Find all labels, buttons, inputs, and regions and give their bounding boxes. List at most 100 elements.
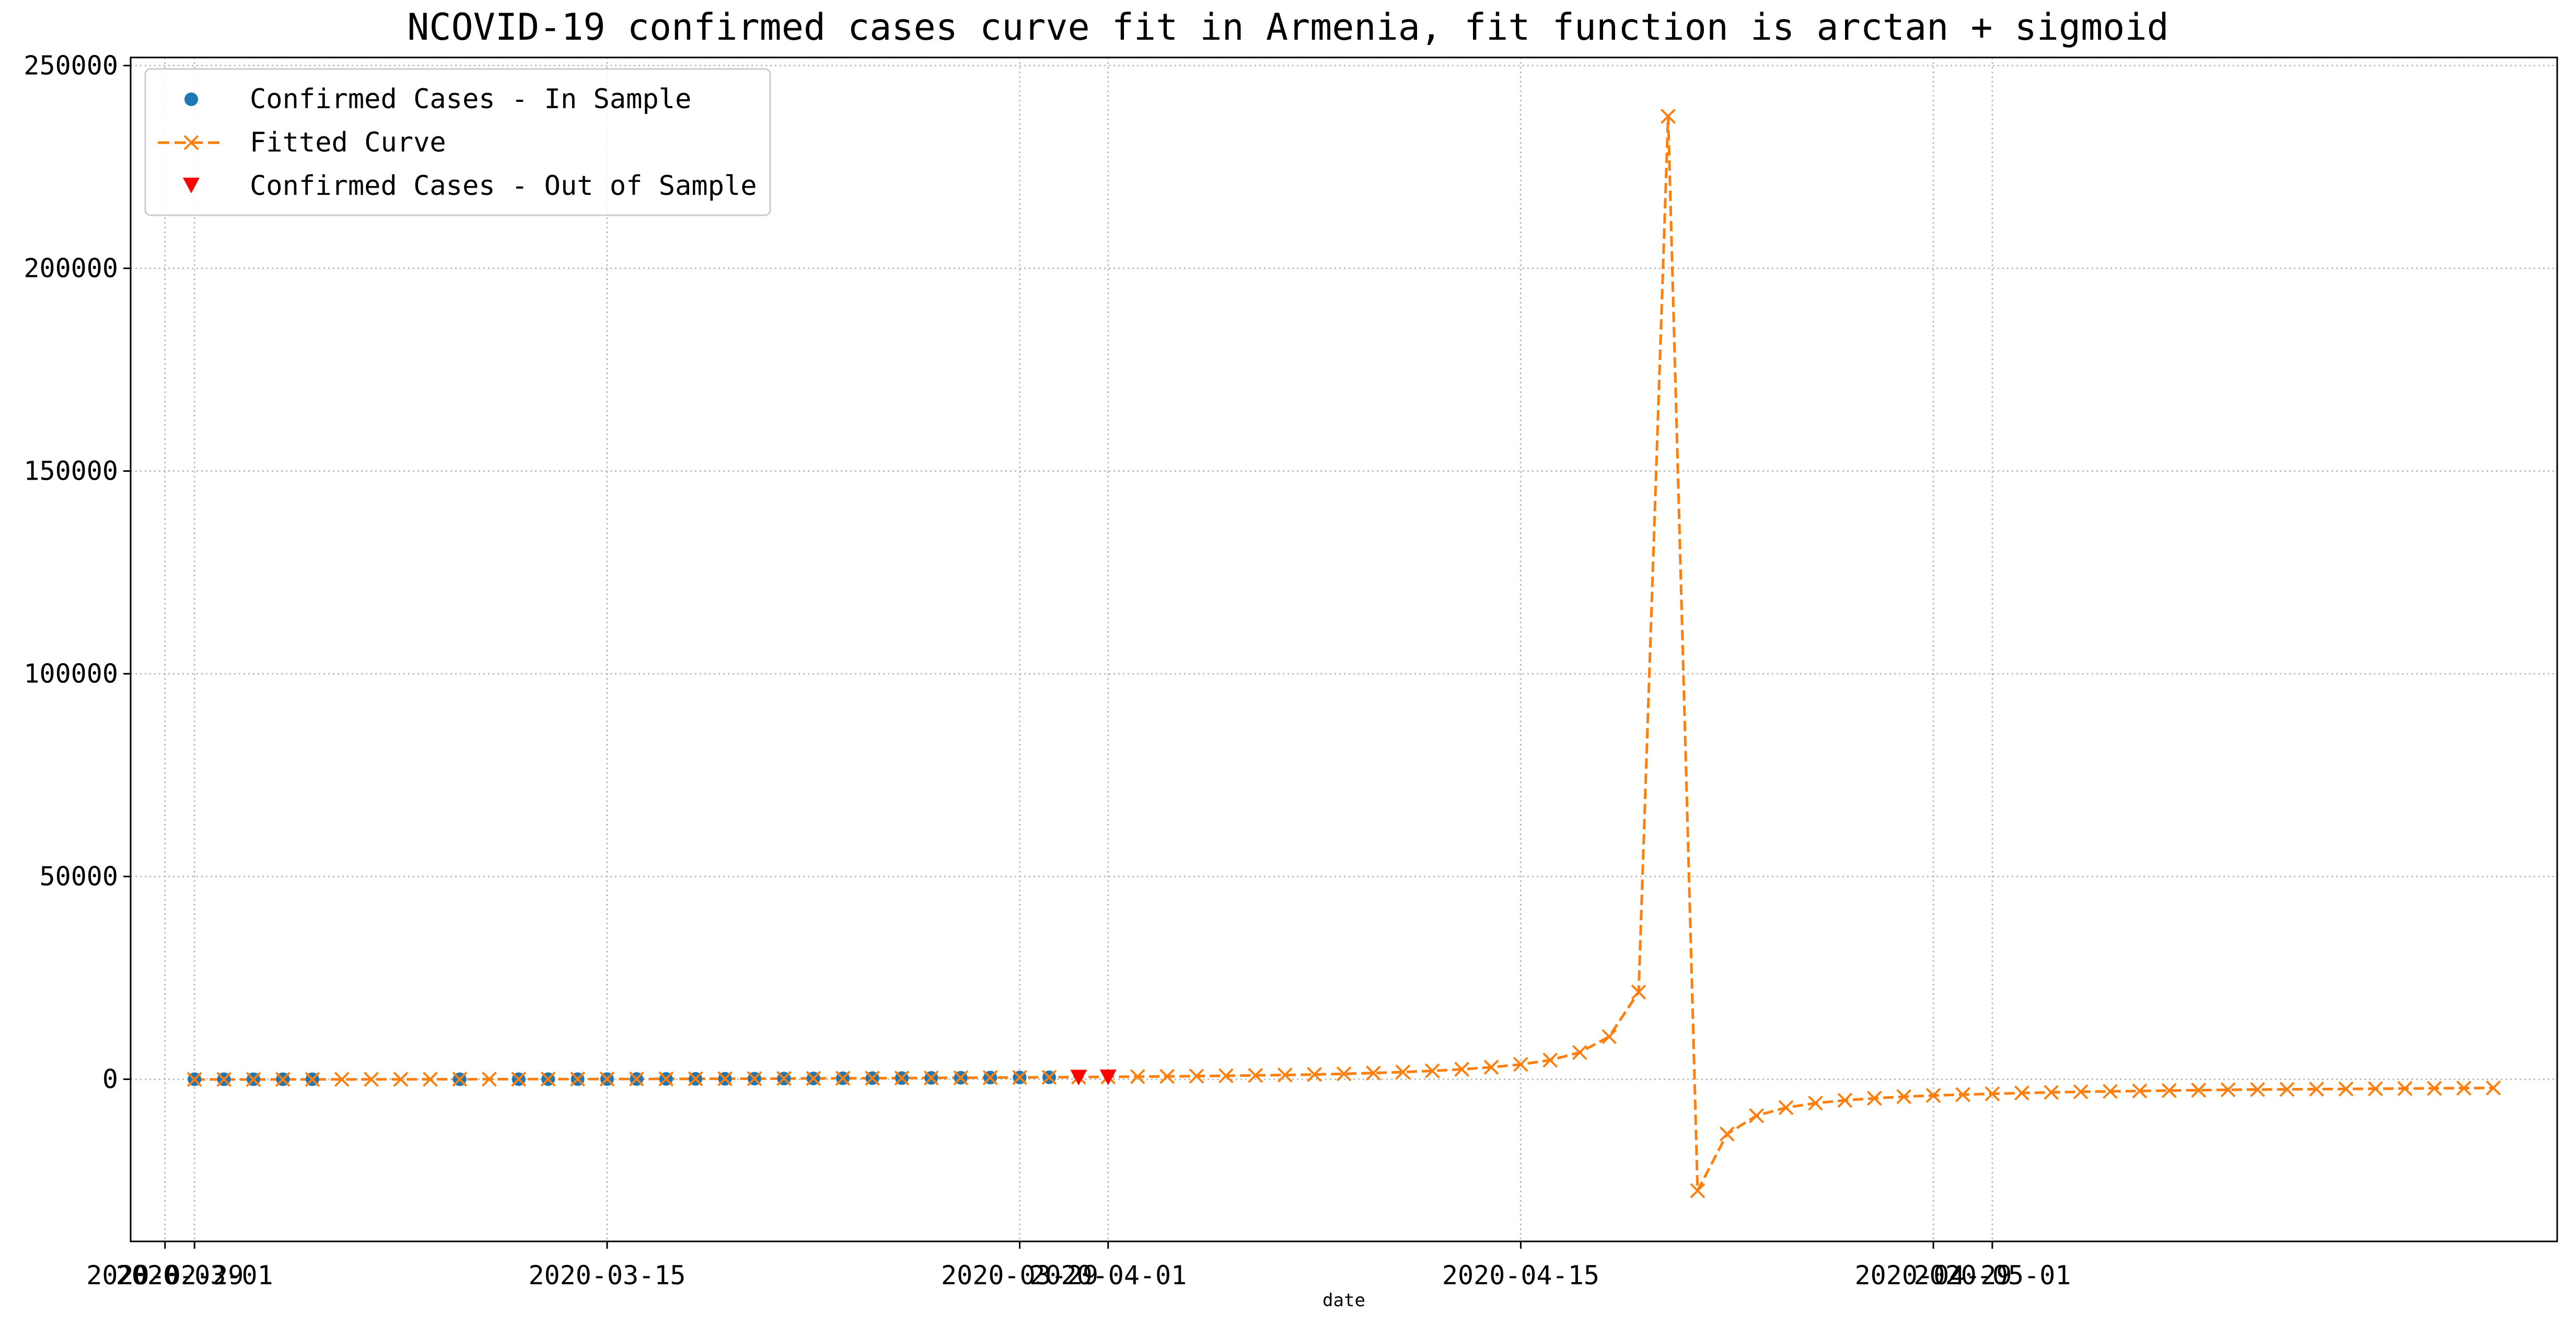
y-tick-label: 250000 xyxy=(24,51,118,81)
fitted-point xyxy=(540,1071,556,1087)
fitted-point xyxy=(1602,1029,1617,1044)
fitted-point xyxy=(1661,109,1676,124)
legend-label-fitted: Fitted Curve xyxy=(250,127,446,158)
legend: Confirmed Cases - In Sample Fitted Curve… xyxy=(144,68,771,216)
fitted-point xyxy=(1130,1069,1145,1085)
fitted-point xyxy=(1483,1060,1499,1075)
fitted-point xyxy=(481,1072,497,1087)
fitted-point xyxy=(1572,1044,1587,1060)
fitted-point xyxy=(629,1071,644,1087)
fitted-point xyxy=(1159,1068,1175,1084)
fitted-point xyxy=(1513,1056,1528,1072)
legend-item-out-of-sample: Confirmed Cases - Out of Sample xyxy=(183,170,757,202)
legend-label-in-sample: Confirmed Cases - In Sample xyxy=(250,84,691,115)
fitted-point xyxy=(1808,1095,1823,1111)
fitted-point xyxy=(1041,1070,1057,1085)
fitted-point xyxy=(2308,1082,2324,1097)
fitted-point xyxy=(423,1072,438,1087)
x-tick-label: 2020-03-01 xyxy=(116,1260,273,1291)
fitted-point xyxy=(806,1071,821,1086)
fitted-point xyxy=(2073,1084,2088,1100)
fitted-point xyxy=(1896,1089,1912,1105)
fitted-point xyxy=(1925,1088,1941,1103)
fitted-point xyxy=(2397,1081,2412,1096)
y-tick-label: 100000 xyxy=(24,659,118,689)
fitted-point xyxy=(865,1071,880,1086)
x-tick-label: 2020-04-01 xyxy=(1029,1260,1187,1291)
fitted-point xyxy=(982,1070,998,1085)
fitted-point xyxy=(1189,1068,1204,1084)
ticks: 2020-03-01 2020-03-15 2020-04-01 2020-04-15… xyxy=(24,51,2071,1291)
fitted-point xyxy=(1307,1067,1322,1082)
fitted-point xyxy=(717,1071,733,1087)
fitted-point xyxy=(1955,1087,1970,1102)
fitted-point xyxy=(1424,1063,1440,1079)
y-tick-label: 50000 xyxy=(39,862,118,892)
fitted-point xyxy=(1985,1086,2000,1101)
fitted-point xyxy=(658,1071,674,1087)
fitted-point xyxy=(1778,1100,1794,1115)
fitted-point xyxy=(364,1072,379,1087)
fitted-point xyxy=(835,1071,851,1086)
fitted-point xyxy=(1837,1092,1853,1108)
fitted-point xyxy=(2338,1081,2354,1097)
fitted-point xyxy=(2044,1085,2059,1100)
fitted-point xyxy=(246,1072,261,1087)
fitted-point xyxy=(305,1072,320,1087)
legend-marker-in-sample xyxy=(184,92,198,106)
x-tick-label: 2020-03-15 xyxy=(528,1260,686,1291)
fitted-point xyxy=(894,1070,910,1086)
out-of-sample-point xyxy=(1099,1070,1117,1086)
x-tick-label: 2020-03-29 xyxy=(941,1260,1098,1291)
fitted-point xyxy=(1336,1066,1352,1082)
fitted-point xyxy=(334,1072,350,1087)
fitted-point xyxy=(1690,1183,1705,1199)
legend-item-fitted: Fitted Curve xyxy=(158,127,446,158)
fitted-point xyxy=(1248,1067,1263,1083)
fitted-point xyxy=(923,1070,939,1086)
legend-box xyxy=(144,68,771,216)
out-of-sample-point xyxy=(1070,1070,1087,1086)
fitted-point xyxy=(1365,1065,1381,1081)
plot-frame xyxy=(130,56,2558,1242)
fitted-point xyxy=(747,1071,762,1086)
legend-marker-fitted xyxy=(183,135,199,150)
x-tick-label: 2020-04-15 xyxy=(1442,1260,1599,1291)
fitted-point xyxy=(216,1072,232,1087)
fitted-point xyxy=(1749,1108,1765,1123)
fitted-point xyxy=(2014,1085,2029,1101)
fitted-point xyxy=(1218,1068,1234,1084)
fitted-point xyxy=(1395,1064,1411,1080)
fitted-point xyxy=(2368,1081,2383,1097)
fitted-point xyxy=(776,1071,792,1086)
fitted-point xyxy=(2427,1080,2442,1096)
legend-marker-out-of-sample xyxy=(183,178,200,193)
fitted-point xyxy=(2191,1083,2207,1098)
fitted-point xyxy=(2161,1083,2177,1098)
y-tick-label: 0 xyxy=(102,1064,118,1095)
x-tick-label: 2020-02-29 xyxy=(86,1260,243,1291)
fitted-point xyxy=(275,1072,291,1087)
fitted-point xyxy=(688,1071,703,1087)
x-tick-label: 2020-04-29 xyxy=(1855,1260,2012,1291)
legend-label-out-of-sample: Confirmed Cases - Out of Sample xyxy=(250,170,757,202)
x-axis-label: date xyxy=(1322,1290,1365,1311)
legend-item-in-sample: Confirmed Cases - In Sample xyxy=(184,84,691,115)
fitted-point xyxy=(2220,1082,2236,1098)
fitted-point xyxy=(187,1072,202,1087)
fitted-point xyxy=(1012,1070,1027,1085)
fitted-point xyxy=(1277,1067,1293,1083)
x-tick-label: 2020-05-01 xyxy=(1913,1260,2071,1291)
fitted-point xyxy=(570,1071,585,1087)
y-tick-label: 150000 xyxy=(24,456,118,486)
fitted-point xyxy=(1542,1052,1558,1068)
fitted-point xyxy=(953,1070,969,1086)
fitted-point xyxy=(1866,1090,1882,1106)
fitted-point xyxy=(2486,1080,2501,1096)
y-tick-label: 200000 xyxy=(24,253,118,284)
fitted-point xyxy=(2456,1080,2471,1096)
fitted-point xyxy=(2103,1084,2118,1099)
fitted-point xyxy=(452,1072,468,1087)
